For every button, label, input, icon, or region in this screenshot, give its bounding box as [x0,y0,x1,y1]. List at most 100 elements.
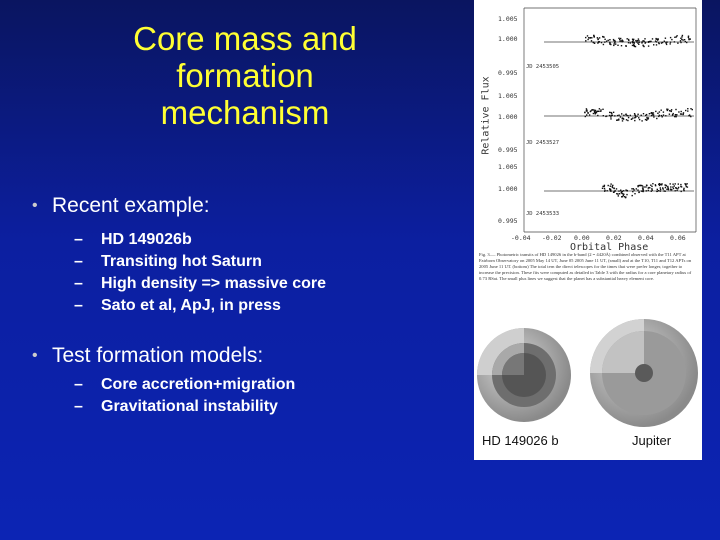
data-point [614,190,616,192]
data-point [679,113,682,115]
data-point [650,40,652,43]
data-point [671,188,673,191]
data-point [682,113,684,116]
data-point [671,114,674,116]
data-point [623,193,625,195]
data-point [665,43,668,46]
data-point [621,120,624,122]
data-point [675,108,677,111]
data-point [652,112,655,114]
data-point [659,188,662,191]
data-point [618,37,620,39]
bullet-marker: • [32,347,38,364]
data-point [682,112,685,114]
data-point [634,115,636,117]
data-point [680,183,682,186]
data-point [636,41,638,43]
data-point [589,110,592,113]
data-point [631,194,633,197]
data-point [586,35,589,37]
data-point [632,39,634,42]
data-point [638,43,640,45]
data-point [622,40,624,42]
data-point [641,120,643,122]
sub-item: – Core accretion+migration [74,374,295,396]
data-point [645,186,647,188]
data-point [609,188,611,191]
data-point [647,117,650,119]
data-point [678,111,680,113]
data-point [651,188,653,190]
data-point [609,42,611,44]
data-point [602,115,604,117]
panel-3-jd: JD 2453533 [526,211,560,217]
data-point [593,109,595,111]
data-point [616,119,618,121]
data-point [620,37,622,40]
data-point [656,190,659,192]
data-point [597,38,599,40]
data-point [646,119,648,121]
data-point [621,41,623,43]
data-point [636,40,639,42]
data-point [687,36,690,38]
data-point [613,44,615,47]
data-point [587,112,589,114]
data-point [651,185,653,188]
data-point [650,184,652,186]
slide-title: Core mass and formation mechanism [133,20,357,131]
data-point [612,38,615,41]
data-point [594,109,597,112]
data-point [606,190,608,192]
bullet-recent-example: • Recent example: – HD 149026b – Transitin… [32,192,326,317]
data-point [671,38,673,41]
data-point [632,38,634,41]
data-point [633,44,635,47]
data-point [613,191,615,193]
data-point [633,38,635,41]
data-point [625,189,627,191]
data-point [657,39,659,41]
data-point [609,39,611,41]
data-point [593,35,595,38]
data-point [676,114,678,116]
data-point [644,38,646,40]
data-point [629,114,631,117]
data-point [635,116,637,118]
light-curve-plot [523,7,697,233]
data-point [662,111,665,113]
data-point [668,113,671,115]
data-point [641,42,643,44]
data-point [667,188,669,190]
data-point [627,116,630,119]
data-point [672,112,674,115]
data-point [667,186,669,189]
data-point [627,38,630,41]
data-point [687,108,689,110]
panel-2-tick-mid: 1.000 [498,113,518,121]
data-point [590,40,593,42]
data-point [584,115,586,118]
data-point [634,193,636,195]
data-point [640,184,643,187]
data-point [674,114,677,116]
data-point [662,188,664,190]
panel-3-tick-top: 1.005 [498,163,518,171]
data-point [637,38,640,40]
data-point [620,189,622,191]
data-point [604,189,606,192]
data-point [603,187,606,190]
data-point [611,186,614,189]
data-point [686,186,689,188]
data-point [588,37,590,39]
data-point [651,113,654,115]
data-point [602,43,605,46]
data-point [615,43,617,45]
data-point [637,185,639,188]
data-point [623,195,626,198]
data-point [645,184,648,186]
bullet-item: • Test formation models: [32,342,295,370]
data-point [610,116,612,118]
data-point [680,113,683,115]
data-point [587,38,589,41]
